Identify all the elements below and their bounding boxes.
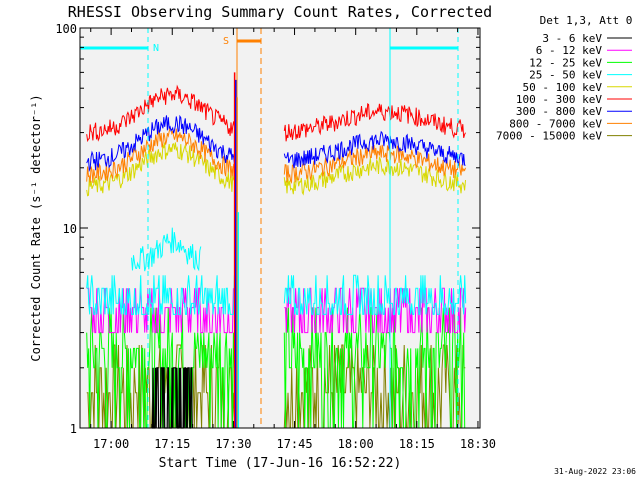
- series-25-50-kev-part-2: [283, 274, 467, 315]
- series-25-50-kev: [86, 274, 467, 315]
- axis-layer: 17:00 17:15 17:30 17:45 18:00 18:15 18:30 1 10 10…: [55, 22, 496, 451]
- y-tick-label: 1: [70, 422, 77, 436]
- legend-entry: 12 - 25 keV: [529, 56, 632, 69]
- legend-entry: 800 - 7000 keV: [509, 117, 632, 130]
- series-12-25-kev-part-2: [283, 307, 466, 429]
- legend-entry: 25 - 50 keV: [529, 69, 632, 82]
- plot-area: [80, 28, 480, 428]
- series-6-12-kev-part-1: [86, 287, 236, 334]
- y-tick-label: 100: [55, 22, 77, 36]
- legend-label: 3 - 6 keV: [542, 32, 602, 45]
- legend-label: 800 - 7000 keV: [509, 117, 602, 130]
- x-tick-label: 17:30: [215, 437, 251, 451]
- legend-entry: 50 - 100 keV: [523, 81, 632, 94]
- legend-entry: 7000 - 15000 keV: [496, 130, 632, 143]
- series-3-6-kev: [151, 367, 193, 429]
- annotation-layer: NS: [80, 28, 459, 428]
- timestamp: 31-Aug-2022 23:06: [554, 467, 636, 476]
- chart-title: RHESSI Observing Summary Count Rates, Co…: [68, 3, 492, 21]
- legend-label: 6 - 12 keV: [536, 44, 603, 57]
- legend-label: 100 - 300 keV: [516, 93, 602, 106]
- series-25-50-kev-peak: [131, 227, 202, 272]
- legend-entry: 300 - 800 keV: [516, 105, 632, 118]
- legend-title: Det 1,3, Att 0: [540, 14, 633, 27]
- legend-entry: 3 - 6 keV: [542, 32, 632, 45]
- y-axis-label: Corrected Count Rate (s⁻¹ detector⁻¹): [29, 94, 43, 361]
- legend-label: 50 - 100 keV: [523, 81, 603, 94]
- series-800-7000kev: [86, 126, 466, 185]
- legend-entry: 100 - 300 keV: [516, 93, 632, 106]
- x-tick-label: 17:15: [154, 437, 190, 451]
- legend-label: 300 - 800 keV: [516, 105, 602, 118]
- x-tick-label: 18:00: [338, 437, 374, 451]
- saa-label: S: [223, 36, 229, 47]
- y-tick-label: 10: [63, 222, 77, 236]
- x-tick-label: 18:30: [460, 437, 496, 451]
- series-100-300kev: [86, 84, 466, 143]
- legend-label: 7000 - 15000 keV: [496, 130, 602, 143]
- x-axis-label: Start Time (17-Jun-16 16:52:22): [159, 456, 402, 471]
- series-300-800kev: [86, 114, 466, 173]
- x-tick-label: 17:45: [276, 437, 312, 451]
- legend-label: 25 - 50 keV: [529, 69, 602, 82]
- legend-label: 12 - 25 keV: [529, 56, 602, 69]
- night-label: N: [153, 43, 159, 54]
- legend-entry: 6 - 12 keV: [536, 44, 632, 57]
- x-tick-label: 18:15: [399, 437, 435, 451]
- series-25-50-kev-part-1: [86, 275, 236, 315]
- x-tick-label: 17:00: [93, 437, 129, 451]
